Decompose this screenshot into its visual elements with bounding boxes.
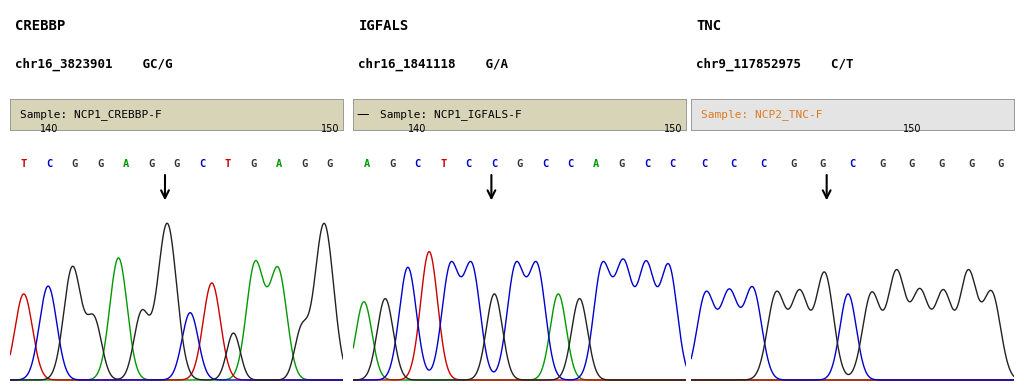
Text: chr16_1841118    G/A: chr16_1841118 G/A: [358, 58, 508, 71]
Text: A: A: [275, 159, 282, 170]
Text: chr16_3823901    GC/G: chr16_3823901 GC/G: [15, 58, 173, 71]
Text: Sample: NCP1_CREBBP-F: Sample: NCP1_CREBBP-F: [20, 109, 162, 120]
Text: C: C: [466, 159, 472, 170]
Text: G: G: [327, 159, 333, 170]
Text: G: G: [148, 159, 155, 170]
Text: G: G: [250, 159, 256, 170]
Text: A: A: [364, 159, 370, 170]
Text: G: G: [72, 159, 78, 170]
Text: TNC: TNC: [696, 19, 722, 33]
Text: T: T: [20, 159, 27, 170]
Text: 150: 150: [321, 123, 339, 134]
Text: G: G: [301, 159, 307, 170]
Text: G: G: [819, 159, 826, 170]
Text: A: A: [593, 159, 599, 170]
Text: C: C: [701, 159, 708, 170]
Text: C: C: [670, 159, 676, 170]
Text: C: C: [731, 159, 737, 170]
Text: G: G: [97, 159, 103, 170]
Text: Sample: NCP2_TNC-F: Sample: NCP2_TNC-F: [700, 109, 822, 120]
Text: 150: 150: [902, 123, 921, 134]
Text: C: C: [415, 159, 421, 170]
Text: C: C: [644, 159, 650, 170]
Text: G: G: [618, 159, 625, 170]
Text: G: G: [173, 159, 180, 170]
Text: 140: 140: [40, 123, 58, 134]
Text: C: C: [849, 159, 856, 170]
Text: —: —: [356, 108, 369, 121]
Text: C: C: [542, 159, 548, 170]
Text: G: G: [790, 159, 797, 170]
Text: CREBBP: CREBBP: [15, 19, 66, 33]
Text: G: G: [879, 159, 886, 170]
Text: G: G: [938, 159, 944, 170]
Text: Sample: NCP1_IGFALS-F: Sample: NCP1_IGFALS-F: [380, 109, 521, 120]
Text: C: C: [46, 159, 52, 170]
Text: G: G: [908, 159, 915, 170]
Text: G: G: [968, 159, 974, 170]
Text: 150: 150: [664, 123, 682, 134]
Text: G: G: [389, 159, 395, 170]
Text: 140: 140: [409, 123, 427, 134]
Text: C: C: [492, 159, 498, 170]
Text: C: C: [199, 159, 205, 170]
Text: C: C: [567, 159, 573, 170]
Text: G: G: [997, 159, 1004, 170]
Text: T: T: [224, 159, 230, 170]
Text: chr9_117852975    C/T: chr9_117852975 C/T: [696, 58, 854, 71]
Text: C: C: [761, 159, 767, 170]
Text: A: A: [123, 159, 129, 170]
Text: IGFALS: IGFALS: [358, 19, 409, 33]
Text: G: G: [516, 159, 523, 170]
Text: T: T: [440, 159, 446, 170]
